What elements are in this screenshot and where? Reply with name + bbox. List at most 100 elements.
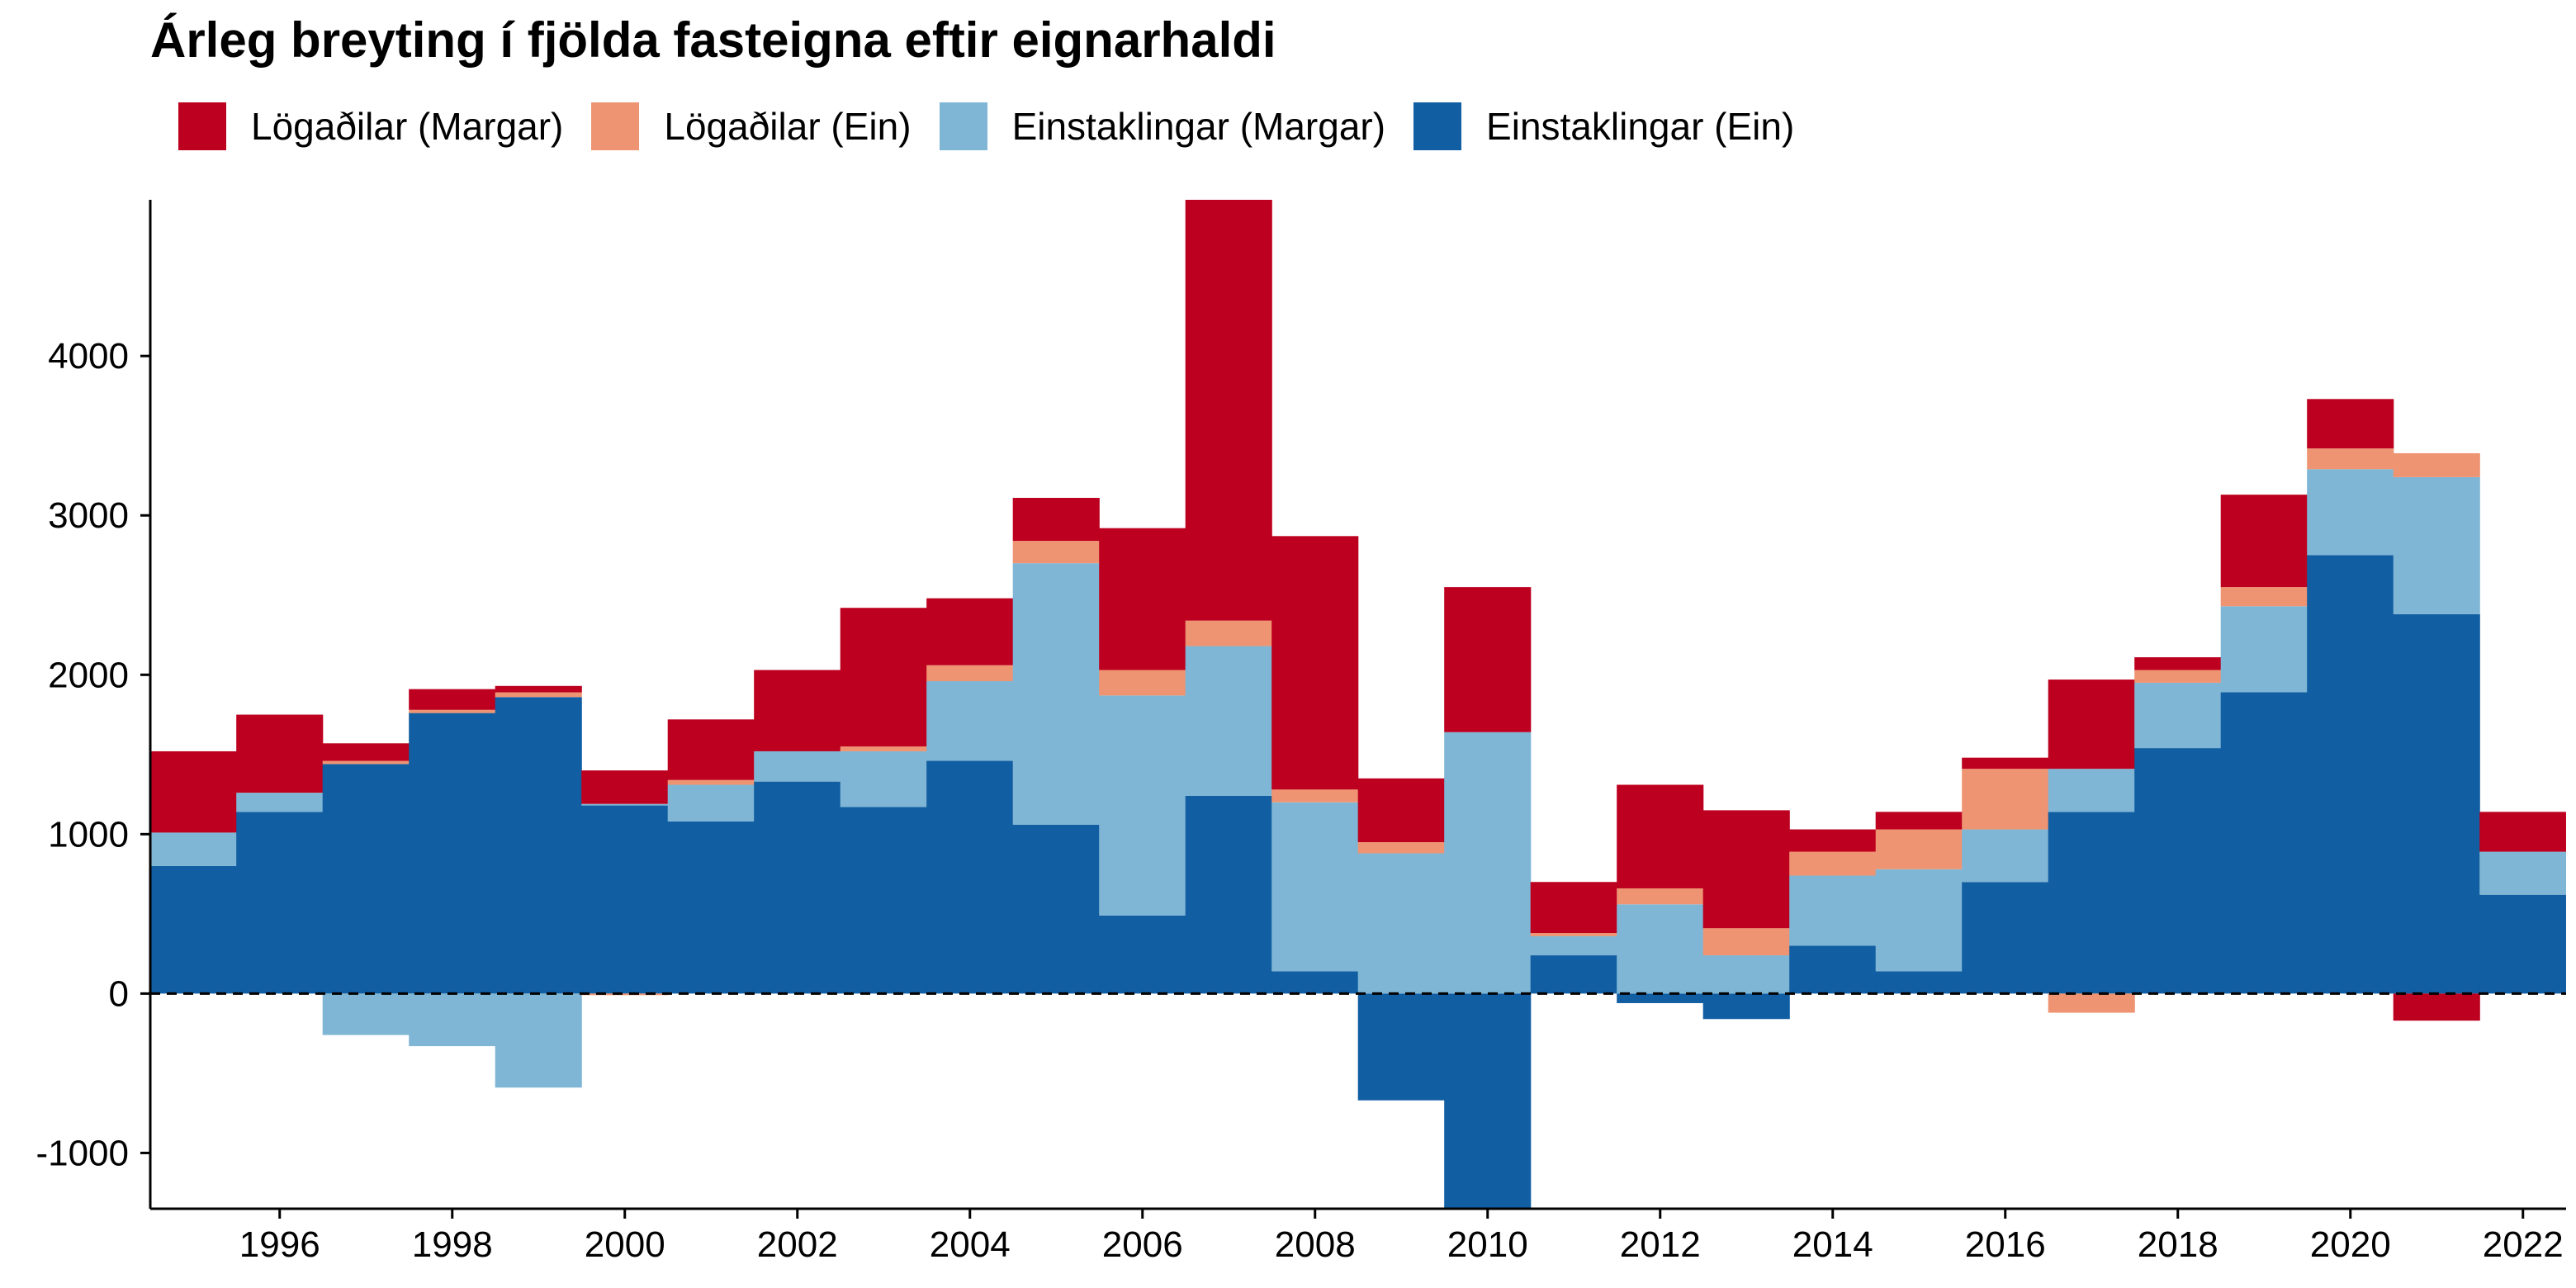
bar-segment — [1875, 812, 1963, 830]
bar-segment — [2048, 993, 2135, 1013]
bar-segment — [1962, 882, 2049, 994]
bar-segment — [236, 812, 324, 994]
x-tick-label: 2004 — [930, 1224, 1011, 1265]
bar-segment — [495, 692, 582, 698]
bar-segment — [322, 764, 410, 994]
y-tick-label: 2000 — [48, 655, 129, 695]
bar-segment — [1702, 928, 1790, 956]
y-tick-label: 0 — [109, 973, 129, 1014]
bar-segment — [1271, 536, 1359, 790]
bar-segment — [581, 993, 669, 996]
bar-segment — [667, 784, 755, 822]
bar-segment — [409, 689, 496, 710]
bar-segment — [754, 781, 841, 994]
bar-segment — [409, 713, 496, 994]
y-tick-label: 3000 — [48, 495, 129, 536]
bar-segment — [2048, 812, 2135, 994]
bar-segment — [1357, 993, 1445, 1101]
bar-segment — [495, 993, 582, 1088]
bar-segment — [754, 751, 841, 782]
bar-segment — [495, 685, 582, 693]
bar-segment — [1702, 810, 1790, 929]
bar-segment — [2307, 448, 2394, 470]
x-tick-label: 2022 — [2483, 1224, 2564, 1265]
bar-segment — [1099, 915, 1186, 994]
bar-segment — [926, 760, 1014, 994]
bar-segment — [754, 670, 841, 751]
bars-group — [150, 200, 2566, 1209]
x-tick-label: 2002 — [757, 1224, 838, 1265]
legend-swatch-einstaklingar-margar — [939, 102, 987, 150]
x-tick-label: 2020 — [2310, 1224, 2391, 1265]
x-tick-label: 2010 — [1447, 1224, 1528, 1265]
bar-segment — [1271, 789, 1359, 803]
bar-segment — [150, 865, 237, 994]
bar-segment — [1789, 829, 1877, 852]
x-tick-label: 2018 — [2138, 1224, 2218, 1265]
bar-segment — [2307, 469, 2394, 556]
bar-segment — [926, 681, 1014, 761]
bar-segment — [322, 993, 410, 1035]
bar-segment — [1530, 933, 1617, 936]
bar-segment — [1185, 796, 1272, 994]
bar-segment — [1185, 646, 1272, 797]
bar-segment — [1617, 784, 1704, 888]
bar-segment — [1875, 869, 1963, 972]
y-tick-label: 4000 — [48, 336, 129, 376]
legend-swatch-einstaklingar-ein — [1413, 102, 1462, 150]
bar-segment — [1617, 993, 1704, 1003]
y-tick-label: 1000 — [48, 814, 129, 855]
x-tick-label: 2000 — [585, 1224, 665, 1265]
bar-segment — [1185, 620, 1272, 646]
bar-segment — [2479, 851, 2566, 895]
legend-label-logadilar-ein: Lögaðilar (Ein) — [664, 105, 912, 148]
legend-item-logadilar-margar: Lögaðilar (Margar) — [178, 102, 563, 150]
legend-item-logadilar-ein: Lögaðilar (Ein) — [591, 102, 912, 150]
bar-segment — [1875, 971, 1963, 994]
bar-segment — [2220, 495, 2308, 588]
bar-segment — [2479, 812, 2566, 852]
bar-segment — [1789, 945, 1877, 994]
legend-label-einstaklingar-margar: Einstaklingar (Margar) — [1011, 105, 1386, 148]
legend: Lögaðilar (Margar) Lögaðilar (Ein) Einst… — [178, 97, 1822, 155]
legend-swatch-logadilar-ein — [591, 102, 640, 150]
bar-segment — [1271, 971, 1359, 994]
bar-segment — [1530, 882, 1617, 934]
bar-segment — [1444, 587, 1532, 732]
bar-segment — [1444, 732, 1532, 994]
bar-segment — [840, 751, 927, 807]
bar-segment — [236, 793, 324, 812]
bar-segment — [1099, 528, 1186, 670]
bar-segment — [409, 993, 496, 1047]
bar-segment — [1617, 888, 1704, 905]
bar-segment — [2048, 769, 2135, 812]
bar-segment — [1012, 824, 1100, 994]
bar-segment — [2393, 613, 2480, 994]
bar-segment — [2393, 993, 2480, 1021]
bar-segment — [1702, 955, 1790, 994]
bar-segment — [1789, 851, 1877, 876]
bar-segment — [1962, 757, 2049, 769]
legend-item-einstaklingar-ein: Einstaklingar (Ein) — [1413, 102, 1794, 150]
bar-segment — [1185, 200, 1272, 621]
bar-segment — [2134, 657, 2222, 670]
legend-label-logadilar-margar: Lögaðilar (Margar) — [251, 105, 564, 148]
bar-segment — [1271, 802, 1359, 972]
bar-segment — [1357, 778, 1445, 842]
bar-segment — [1702, 993, 1790, 1020]
x-tick-label: 1996 — [239, 1224, 320, 1265]
bar-segment — [581, 803, 669, 806]
x-tick-label: 2012 — [1620, 1224, 1701, 1265]
bar-segment — [581, 805, 669, 994]
x-tick-label: 1998 — [412, 1224, 493, 1265]
bar-segment — [926, 665, 1014, 681]
bar-segment — [1357, 853, 1445, 994]
bar-segment — [1530, 955, 1617, 994]
bar-segment — [2220, 587, 2308, 607]
bar-segment — [1357, 841, 1445, 854]
bar-segment — [840, 746, 927, 751]
bar-segment — [667, 821, 755, 994]
bar-segment — [322, 743, 410, 761]
bar-segment — [2048, 680, 2135, 769]
